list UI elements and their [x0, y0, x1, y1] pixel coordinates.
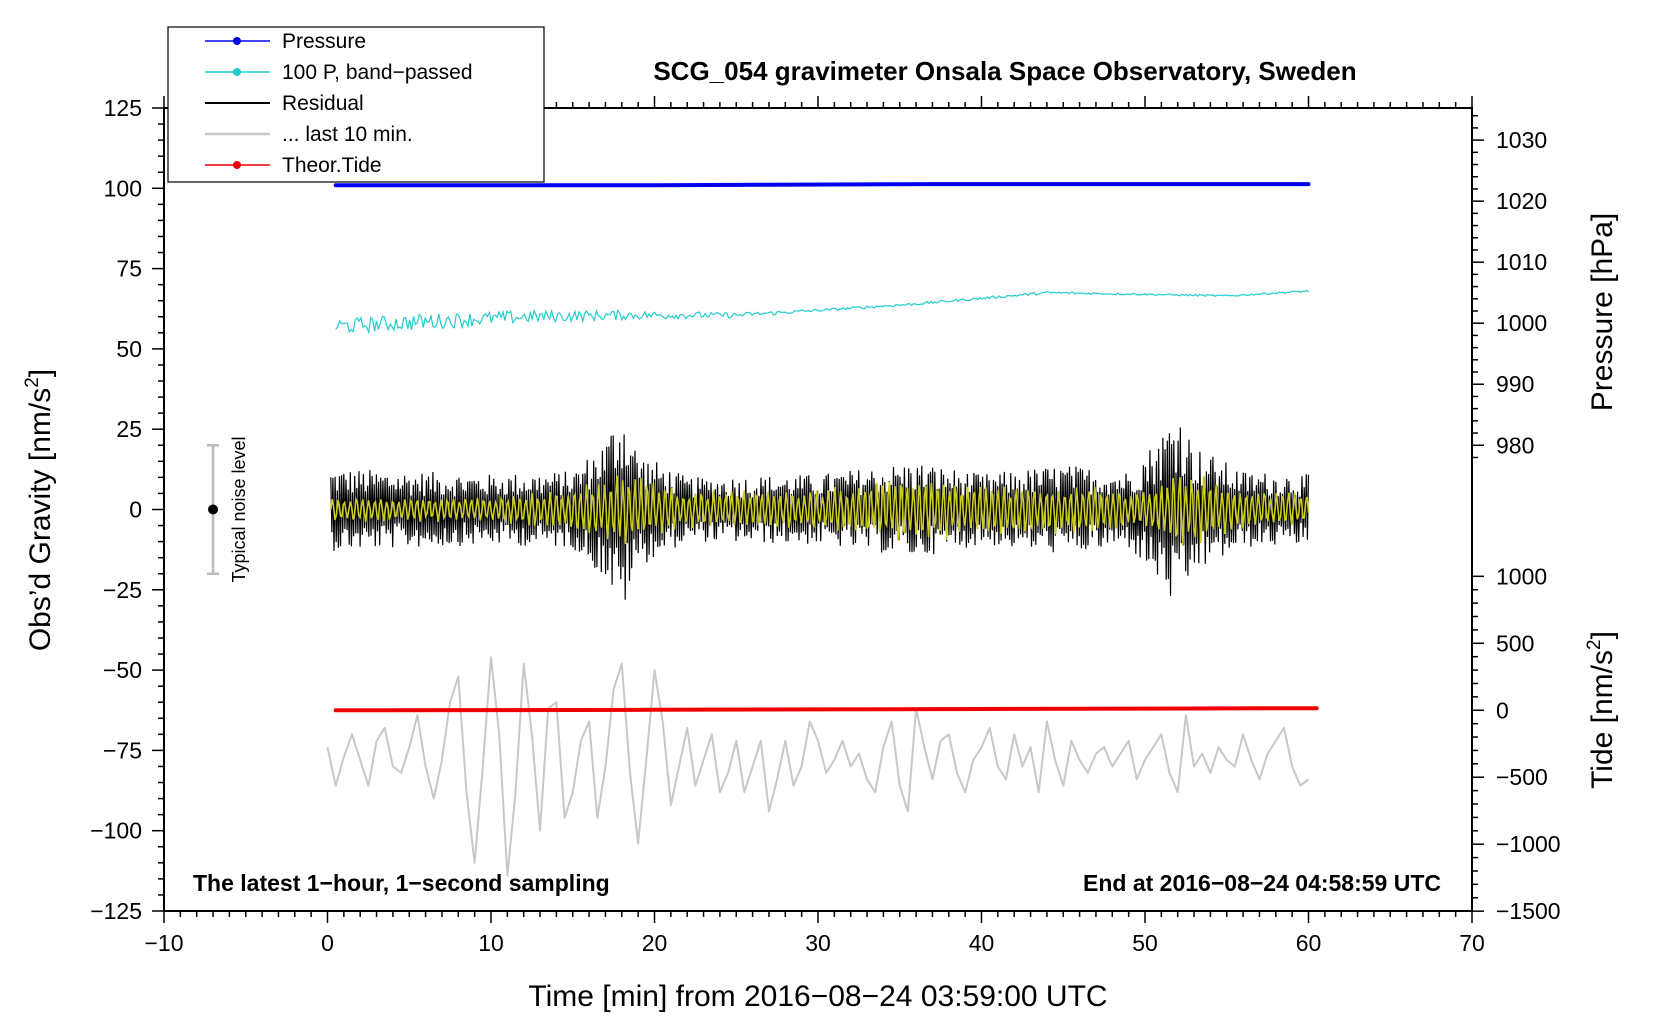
y-tick-label: −125 — [90, 898, 142, 924]
tide-tick-label: 1000 — [1496, 563, 1547, 589]
pressure-tick-label: 1020 — [1496, 188, 1547, 214]
y-axis-label-sup: 2 — [22, 377, 43, 388]
x-tick-label: 50 — [1132, 930, 1158, 956]
y-tick-label: 25 — [116, 416, 142, 442]
tide-tick-label: −500 — [1496, 764, 1548, 790]
x-tick-label: 0 — [321, 930, 334, 956]
pressure-tick-label: 1030 — [1496, 127, 1547, 153]
y-tick-label: −100 — [90, 818, 142, 844]
tide-axis-label-main: Tide [nm/s — [1586, 650, 1619, 789]
x-tick-label: 20 — [642, 930, 668, 956]
legend-marker — [233, 37, 241, 45]
series-pressure — [333, 182, 1311, 188]
legend-item: ... last 10 min. — [205, 123, 413, 146]
annotation-sampling: The latest 1−hour, 1−second sampling — [193, 870, 610, 896]
y-tick-label: 50 — [116, 336, 142, 362]
y-axis-label-close: ] — [24, 369, 57, 377]
tide-axis: −1500 −1000 −500 0 500 1000 — [1472, 563, 1561, 924]
tide-tick-label: −1000 — [1496, 831, 1561, 857]
legend-label: Residual — [282, 92, 364, 115]
x-tick-label: 10 — [478, 930, 504, 956]
y-axis-label: Obs’d Gravity [nm/s2] — [22, 369, 57, 651]
legend-box — [167, 26, 545, 183]
tide-tick-label: 500 — [1496, 630, 1534, 656]
pressure-tick-label: 980 — [1496, 432, 1534, 458]
legend-label: Pressure — [282, 30, 366, 53]
legend-label: ... last 10 min. — [282, 123, 413, 146]
legend-item: 100 P, band−passed — [205, 61, 473, 84]
noise-label: Typical noise level — [229, 436, 249, 582]
x-tick-label: 60 — [1296, 930, 1322, 956]
x-axis-label: Time [min] from 2016−08−24 03:59:00 UTC — [528, 980, 1107, 1013]
legend-marker — [233, 68, 241, 76]
y-tick-label: −25 — [103, 577, 142, 603]
series-last-10-min — [326, 656, 1310, 877]
series-layer — [326, 182, 1319, 877]
x-tick-label: −10 — [144, 930, 183, 956]
annotation-end-time: End at 2016−08−24 04:58:59 UTC — [1083, 870, 1441, 896]
legend-item: Theor.Tide — [205, 154, 382, 177]
series-theoretical-tide — [333, 706, 1319, 713]
series-pressure-band-passed — [335, 289, 1309, 335]
x-tick-label: 30 — [805, 930, 831, 956]
chart-title: SCG_054 gravimeter Onsala Space Observat… — [653, 56, 1356, 86]
pressure-tick-label: 1010 — [1496, 249, 1547, 275]
x-tick-label: 70 — [1459, 930, 1485, 956]
legend-label: Theor.Tide — [282, 154, 382, 177]
legend-item: Residual — [205, 92, 364, 115]
pressure-tick-label: 990 — [1496, 371, 1534, 397]
pressure-axis: 980 990 1000 1010 1020 1030 — [1472, 114, 1547, 458]
series-residual-smoothed — [330, 475, 1310, 547]
x-tick-label: 40 — [969, 930, 995, 956]
legend-marker — [233, 161, 241, 169]
tide-axis-label-sup: 2 — [1584, 639, 1605, 650]
noise-center-dot — [208, 504, 219, 515]
y-tick-label: −50 — [103, 657, 142, 683]
legend-item: Pressure — [205, 30, 366, 53]
tide-tick-label: −1500 — [1496, 898, 1561, 924]
y-tick-label: −75 — [103, 737, 142, 763]
y-tick-label: 0 — [129, 497, 142, 523]
pressure-tick-label: 1000 — [1496, 310, 1547, 336]
legend: Pressure 100 P, band−passed Residual ... la… — [167, 26, 545, 183]
series-residual — [330, 427, 1310, 600]
noise-level-indicator: Typical noise level — [207, 436, 249, 583]
legend-label: 100 P, band−passed — [282, 61, 473, 84]
y-tick-label: 75 — [116, 256, 142, 282]
pressure-axis-label: Pressure [hPa] — [1586, 213, 1619, 411]
y-axis-label-main: Obs’d Gravity [nm/s — [24, 388, 57, 651]
tide-axis-label-close: ] — [1586, 631, 1619, 639]
y-tick-label: 125 — [104, 95, 142, 121]
y-tick-label: 100 — [104, 175, 142, 201]
tide-axis-label: Tide [nm/s2] — [1584, 631, 1619, 789]
tide-tick-label: 0 — [1496, 697, 1509, 723]
gravity-axis: −125 −100 −75 −50 −25 0 25 50 75 100 125 — [90, 95, 164, 924]
